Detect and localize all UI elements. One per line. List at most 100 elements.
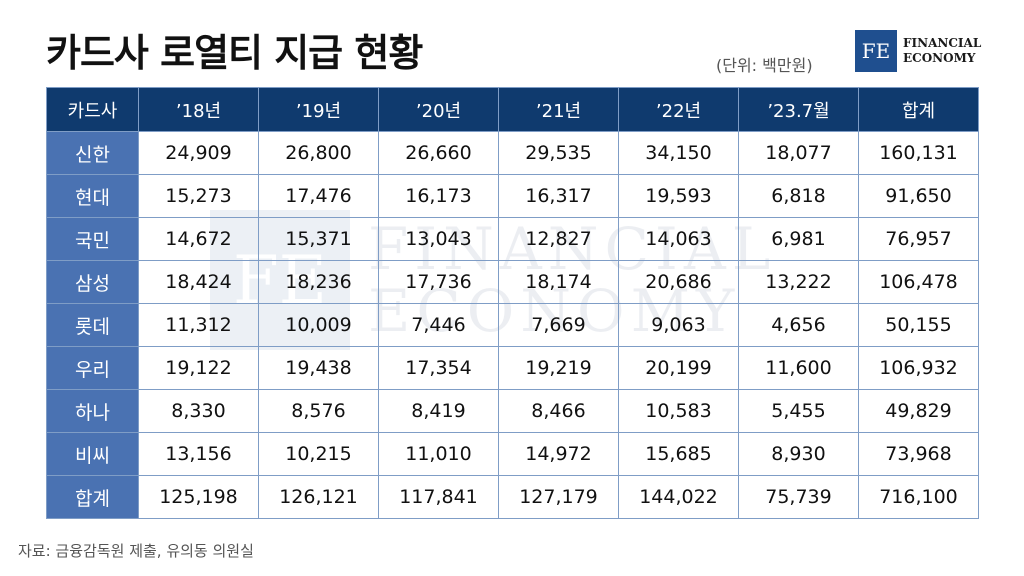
- table-cell: 24,909: [138, 131, 259, 175]
- table-body: 신한 24,909 26,800 26,660 29,535 34,150 18,077 16…: [46, 131, 979, 519]
- table-cell: 10,215: [258, 432, 379, 476]
- row-label: 롯데: [46, 303, 139, 347]
- table-cell: 5,455: [738, 389, 859, 433]
- table-cell: 91,650: [858, 174, 979, 218]
- table-cell: 16,317: [498, 174, 619, 218]
- header-cell: ’22년: [618, 87, 739, 132]
- table-cell: 17,476: [258, 174, 379, 218]
- table-cell: 126,121: [258, 475, 379, 519]
- table-cell: 26,800: [258, 131, 379, 175]
- table-cell: 160,131: [858, 131, 979, 175]
- table-cell: 14,972: [498, 432, 619, 476]
- table-cell: 11,010: [378, 432, 499, 476]
- table-row: 국민 14,672 15,371 13,043 12,827 14,063 6,981 76,…: [46, 217, 979, 261]
- table-cell: 18,236: [258, 260, 379, 304]
- table-cell: 15,685: [618, 432, 739, 476]
- header-cell: ’21년: [498, 87, 619, 132]
- table-cell: 8,419: [378, 389, 499, 433]
- table-cell: 14,063: [618, 217, 739, 261]
- table-cell: 106,478: [858, 260, 979, 304]
- table-cell: 8,576: [258, 389, 379, 433]
- table-row: 합계 125,198 126,121 117,841 127,179 144,022 75,…: [46, 475, 979, 519]
- table-cell: 19,219: [498, 346, 619, 390]
- table-row: 비씨 13,156 10,215 11,010 14,972 15,685 8,930 73,…: [46, 432, 979, 476]
- table-cell: 29,535: [498, 131, 619, 175]
- logo-line-2: ECONOMY: [903, 51, 976, 65]
- table-row: 우리 19,122 19,438 17,354 19,219 20,199 11,600 10…: [46, 346, 979, 390]
- row-label: 비씨: [46, 432, 139, 476]
- table-cell: 17,736: [378, 260, 499, 304]
- header-cell: ’20년: [378, 87, 499, 132]
- table-cell: 10,009: [258, 303, 379, 347]
- row-label: 신한: [46, 131, 139, 175]
- table-cell: 11,600: [738, 346, 859, 390]
- row-label: 국민: [46, 217, 139, 261]
- table-header-row: 카드사 ’18년 ’19년 ’20년 ’21년 ’22년 ’23.7월 합계: [46, 87, 979, 132]
- header-cell: ’18년: [138, 87, 259, 132]
- table-cell: 716,100: [858, 475, 979, 519]
- table-cell: 13,156: [138, 432, 259, 476]
- table-cell: 16,173: [378, 174, 499, 218]
- table-cell: 8,330: [138, 389, 259, 433]
- financial-economy-logo: FE FINANCIAL ECONOMY: [855, 30, 981, 72]
- header-cell: 합계: [858, 87, 979, 132]
- table-cell: 7,669: [498, 303, 619, 347]
- page-title: 카드사 로열티 지급 현황: [46, 31, 423, 75]
- table-cell: 73,968: [858, 432, 979, 476]
- row-label: 현대: [46, 174, 139, 218]
- table-cell: 8,930: [738, 432, 859, 476]
- table-cell: 15,371: [258, 217, 379, 261]
- table-row: 현대 15,273 17,476 16,173 16,317 19,593 6,818 91,…: [46, 174, 979, 218]
- source-note: 자료: 금융감독원 제출, 유의동 의원실: [18, 542, 254, 560]
- table-cell: 76,957: [858, 217, 979, 261]
- table-cell: 50,155: [858, 303, 979, 347]
- table-cell: 15,273: [138, 174, 259, 218]
- unit-label: (단위: 백만원): [716, 56, 813, 75]
- logo-text: FINANCIAL ECONOMY: [903, 36, 981, 66]
- table-cell: 10,583: [618, 389, 739, 433]
- table-cell: 125,198: [138, 475, 259, 519]
- table-cell: 19,438: [258, 346, 379, 390]
- table-cell: 6,818: [738, 174, 859, 218]
- logo-line-1: FINANCIAL: [903, 36, 982, 50]
- row-label: 하나: [46, 389, 139, 433]
- table-cell: 11,312: [138, 303, 259, 347]
- table-cell: 20,199: [618, 346, 739, 390]
- logo-mark: FE: [855, 30, 897, 72]
- header-cell: ’19년: [258, 87, 379, 132]
- table-cell: 144,022: [618, 475, 739, 519]
- royalty-table: 카드사 ’18년 ’19년 ’20년 ’21년 ’22년 ’23.7월 합계 신…: [46, 87, 979, 519]
- row-label: 삼성: [46, 260, 139, 304]
- table-cell: 106,932: [858, 346, 979, 390]
- table-cell: 18,424: [138, 260, 259, 304]
- table-cell: 20,686: [618, 260, 739, 304]
- table-cell: 18,174: [498, 260, 619, 304]
- table-row: 신한 24,909 26,800 26,660 29,535 34,150 18,077 16…: [46, 131, 979, 175]
- table-cell: 4,656: [738, 303, 859, 347]
- row-label: 합계: [46, 475, 139, 519]
- table-cell: 117,841: [378, 475, 499, 519]
- table-cell: 12,827: [498, 217, 619, 261]
- table-cell: 14,672: [138, 217, 259, 261]
- table-cell: 75,739: [738, 475, 859, 519]
- table-cell: 34,150: [618, 131, 739, 175]
- table-cell: 127,179: [498, 475, 619, 519]
- table-cell: 13,222: [738, 260, 859, 304]
- table-cell: 49,829: [858, 389, 979, 433]
- header-cell: ’23.7월: [738, 87, 859, 132]
- table-cell: 18,077: [738, 131, 859, 175]
- table-cell: 7,446: [378, 303, 499, 347]
- table-cell: 9,063: [618, 303, 739, 347]
- table-cell: 17,354: [378, 346, 499, 390]
- table-cell: 8,466: [498, 389, 619, 433]
- table-cell: 19,122: [138, 346, 259, 390]
- header-cell: 카드사: [46, 87, 139, 132]
- table-row: 하나 8,330 8,576 8,419 8,466 10,583 5,455 49,829: [46, 389, 979, 433]
- table-row: 삼성 18,424 18,236 17,736 18,174 20,686 13,222 10…: [46, 260, 979, 304]
- table-cell: 26,660: [378, 131, 499, 175]
- table-row: 롯데 11,312 10,009 7,446 7,669 9,063 4,656 50,155: [46, 303, 979, 347]
- table-cell: 19,593: [618, 174, 739, 218]
- table-cell: 13,043: [378, 217, 499, 261]
- table-cell: 6,981: [738, 217, 859, 261]
- row-label: 우리: [46, 346, 139, 390]
